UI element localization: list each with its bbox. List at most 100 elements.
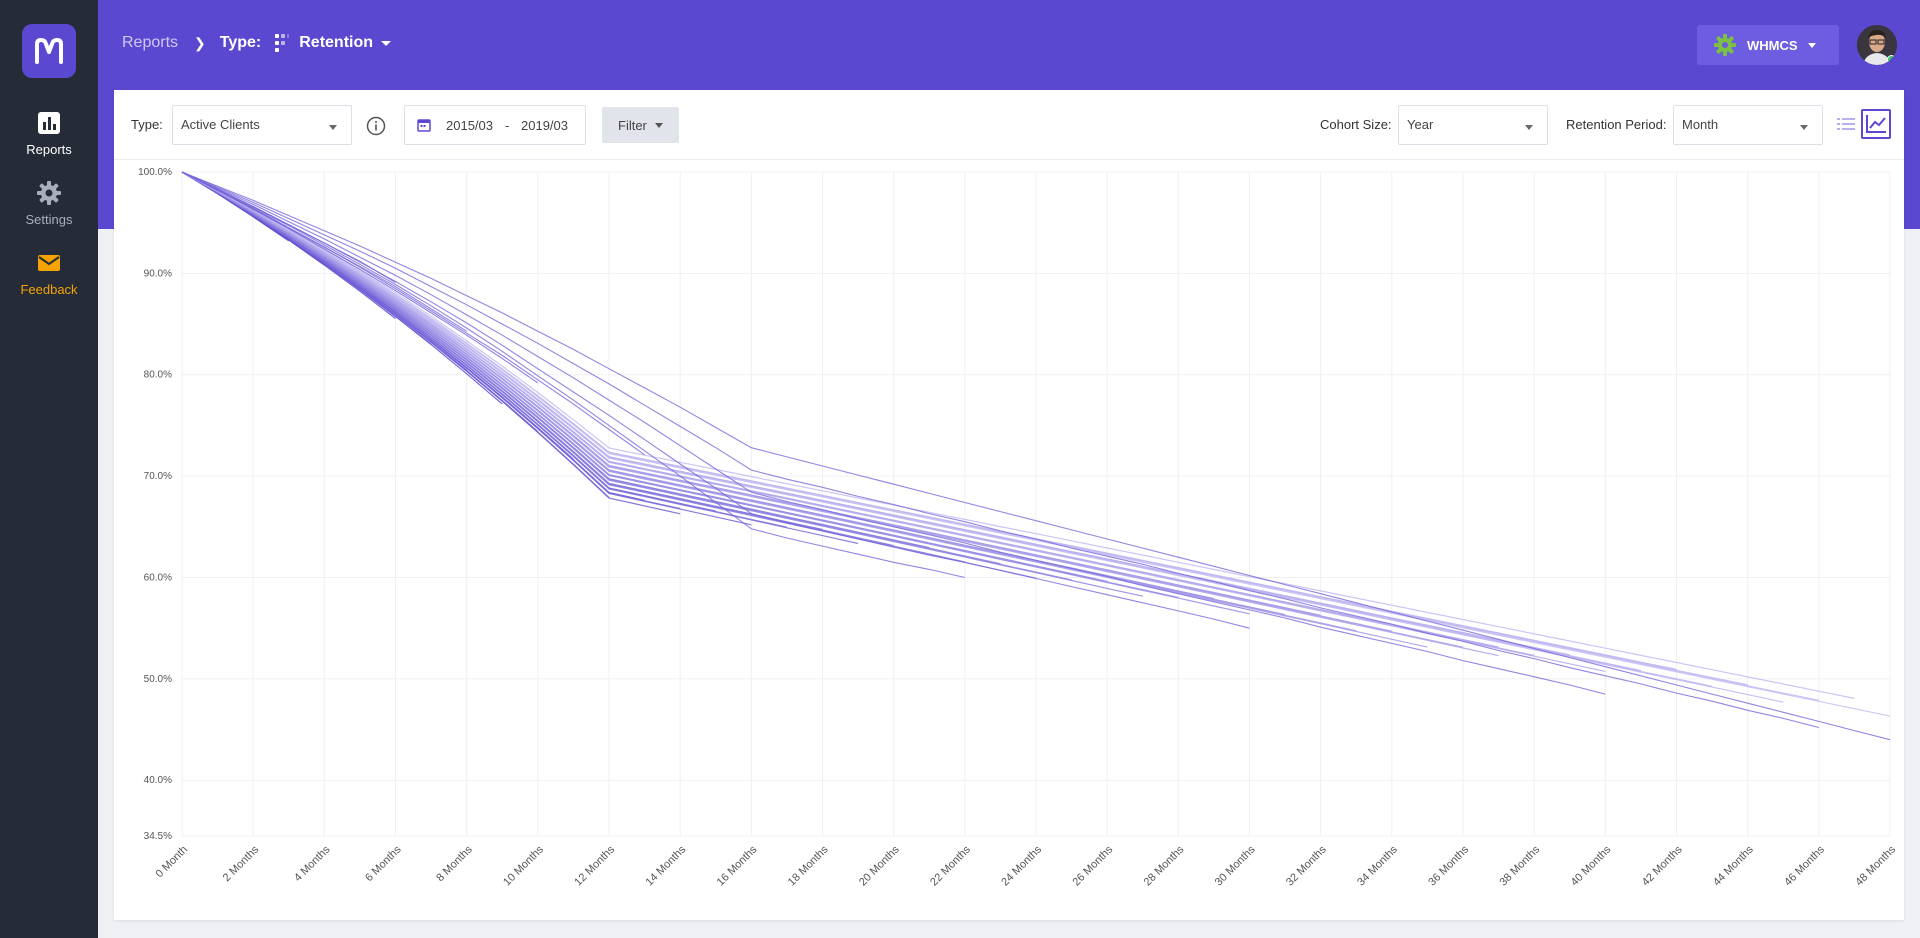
report-toolbar: Type: Active Clients 2015/03 - 2019/03 F… <box>114 90 1904 160</box>
retention-period-select[interactable]: Month <box>1673 105 1823 145</box>
cohort-series-line <box>181 171 503 405</box>
filter-button[interactable]: Filter <box>602 107 679 143</box>
y-tick-label: 90.0% <box>144 268 172 279</box>
gear-icon <box>37 181 61 205</box>
x-tick-label: 42 Months <box>1640 843 1685 888</box>
cohort-series-line <box>181 171 539 433</box>
chevron-down-icon <box>329 125 337 130</box>
series-line <box>181 171 645 456</box>
breadcrumb-root[interactable]: Reports <box>122 34 179 51</box>
app-logo[interactable] <box>22 24 76 78</box>
y-tick-label: 100.0% <box>138 167 172 178</box>
breadcrumb: Reports ❯ Type: Retention <box>122 34 392 52</box>
x-tick-label: 8 Months <box>434 843 475 884</box>
x-tick-label: 40 Months <box>1569 843 1614 888</box>
retention-line-chart: 100.0% 90.0% 80.0% 70.0% 60.0% 50.0% 40.0% 34.5… <box>138 167 1898 888</box>
line-chart-icon <box>1866 115 1886 133</box>
retention-period-label: Retention Period: <box>1566 117 1667 132</box>
x-tick-label: 4 Months <box>292 843 333 884</box>
sidebar-item-reports[interactable]: Reports <box>0 110 98 157</box>
report-grid-icon <box>275 34 290 52</box>
date-separator: - <box>505 118 510 133</box>
cohort-series-line <box>181 171 1891 717</box>
x-tick-label: 2 Months <box>221 843 262 884</box>
x-tick-label: 34 Months <box>1355 843 1400 888</box>
x-tick-label: 38 Months <box>1497 843 1542 888</box>
sidebar-item-feedback[interactable]: Feedback <box>0 250 98 297</box>
cohort-series-line <box>181 171 1819 701</box>
x-tick-label: 6 Months <box>363 843 404 884</box>
series-line <box>181 171 1606 695</box>
cohort-series-line <box>181 171 432 345</box>
report-type-dropdown[interactable]: Retention <box>299 34 374 51</box>
cohort-series-line <box>181 171 1606 672</box>
y-tick-label: 70.0% <box>144 471 172 482</box>
sidebar-item-label: Reports <box>26 142 72 157</box>
list-view-icon[interactable] <box>1836 114 1856 134</box>
cohort-series-line <box>181 171 1784 703</box>
series-line <box>181 171 1819 729</box>
cohort-series-line <box>181 171 574 460</box>
retention-period-value: Month <box>1682 117 1719 132</box>
x-tick-label: 24 Months <box>999 843 1044 888</box>
logo-m-icon <box>35 38 63 64</box>
cohort-size-value: Year <box>1407 117 1434 132</box>
report-card: Type: Active Clients 2015/03 - 2019/03 F… <box>114 90 1904 920</box>
y-tick-label: 80.0% <box>144 370 172 381</box>
type-filter-label: Type: <box>131 117 163 132</box>
cohort-series-line <box>181 171 1357 632</box>
cohort-series-line <box>181 171 1392 632</box>
sidebar: Reports Settings Feedback <box>0 0 98 938</box>
chevron-right-icon: ❯ <box>194 34 206 51</box>
online-status-dot <box>1887 55 1896 64</box>
cohort-series-line <box>181 171 396 319</box>
x-tick-label: 36 Months <box>1426 843 1471 888</box>
cohort-size-label: Cohort Size: <box>1320 117 1392 132</box>
breadcrumb-type-label: Type: <box>219 34 262 51</box>
sidebar-item-label: Feedback <box>20 282 78 297</box>
series-line <box>181 171 1891 741</box>
cohort-series-line <box>181 171 1250 615</box>
cohort-series-line <box>181 171 1677 671</box>
series-line <box>181 171 1250 629</box>
cohort-series-line <box>181 171 1499 648</box>
cohort-series-line <box>181 171 752 526</box>
chevron-down-icon <box>655 123 663 128</box>
x-tick-label: 22 Months <box>928 843 973 888</box>
y-tick-label: 34.5% <box>144 831 172 842</box>
avatar[interactable] <box>1857 25 1897 65</box>
bar-chart-icon <box>38 112 60 134</box>
series-line <box>181 171 965 579</box>
cohort-series-line <box>181 171 1286 616</box>
account-switcher-button[interactable]: WHMCS <box>1697 25 1839 65</box>
cohort-size-select[interactable]: Year <box>1398 105 1548 145</box>
filter-label: Filter <box>618 118 647 133</box>
x-tick-label: 28 Months <box>1142 843 1187 888</box>
chevron-down-icon[interactable] <box>381 40 392 46</box>
x-tick-label: 16 Months <box>715 843 760 888</box>
cohort-series-line <box>181 171 1713 687</box>
cohort-series-line <box>181 171 1570 656</box>
type-select-value: Active Clients <box>181 117 260 132</box>
x-tick-label: 20 Months <box>857 843 902 888</box>
x-tick-label: 48 Months <box>1853 843 1898 888</box>
x-tick-label: 46 Months <box>1782 843 1827 888</box>
calendar-icon <box>417 119 431 132</box>
chevron-down-icon <box>1525 125 1533 130</box>
date-from: 2015/03 <box>446 118 493 133</box>
chevron-down-icon <box>1807 42 1816 48</box>
date-range-picker[interactable]: 2015/03 - 2019/03 <box>404 105 586 145</box>
sidebar-item-settings[interactable]: Settings <box>0 180 98 227</box>
x-tick-label: 0 Month <box>154 844 191 881</box>
cohort-series-line <box>181 171 1428 648</box>
x-tick-label: 30 Months <box>1213 843 1258 888</box>
chart-view-button[interactable] <box>1861 109 1891 139</box>
series-line <box>181 171 539 384</box>
x-tick-label: 12 Months <box>572 843 617 888</box>
envelope-icon <box>38 255 60 271</box>
info-icon[interactable] <box>366 116 386 136</box>
sidebar-item-label: Settings <box>25 212 73 227</box>
x-tick-label: 26 Months <box>1070 843 1115 888</box>
type-select[interactable]: Active Clients <box>172 105 352 145</box>
y-tick-label: 60.0% <box>144 572 172 583</box>
